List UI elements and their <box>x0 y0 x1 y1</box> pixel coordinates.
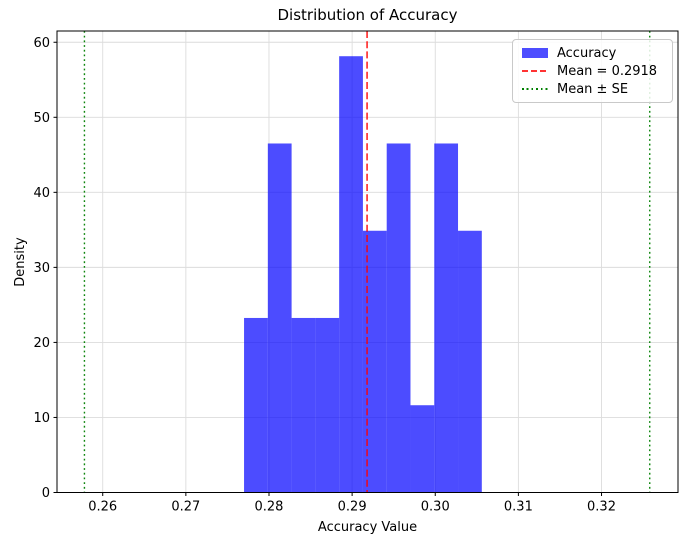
legend-item-mean: Mean = 0.2918 <box>522 65 663 78</box>
histogram-bar <box>267 143 292 493</box>
y-tick-label: 30 <box>33 261 50 276</box>
y-tick-label: 10 <box>33 411 50 426</box>
x-tick-label: 0.30 <box>421 500 450 515</box>
plot-border <box>56 30 679 493</box>
y-axis-label: Density <box>13 237 28 287</box>
stat-lines <box>83 31 651 493</box>
legend-label-mean: Mean = 0.2918 <box>557 63 658 79</box>
x-axis-label: Accuracy Value <box>318 520 417 535</box>
legend-label-se: Mean ± SE <box>557 81 629 97</box>
legend-label-accuracy: Accuracy <box>557 45 617 61</box>
histogram-bar <box>434 143 459 493</box>
legend: Accuracy Mean = 0.2918 Mean ± SE <box>512 39 673 103</box>
legend-item-se: Mean ± SE <box>522 83 663 96</box>
histogram-bar <box>410 405 435 493</box>
histogram-bar <box>362 230 387 493</box>
histogram-bars <box>244 56 482 493</box>
y-tick-label: 0 <box>42 486 50 501</box>
histogram-bar <box>386 143 411 493</box>
mean-dashed-line-swatch <box>522 70 548 72</box>
se-dotted-line-swatch <box>522 88 548 90</box>
histogram-bar <box>339 56 363 493</box>
x-tick-label: 0.27 <box>171 500 200 515</box>
histogram-bar <box>244 317 268 493</box>
accuracy-patch-swatch <box>522 48 548 58</box>
histogram-bar <box>458 230 482 493</box>
x-tick-label: 0.29 <box>338 500 367 515</box>
x-tick-label: 0.28 <box>255 500 284 515</box>
y-tick-label: 20 <box>33 336 50 351</box>
histogram-bar <box>291 317 316 493</box>
legend-item-accuracy: Accuracy <box>522 47 663 60</box>
y-tick-label: 60 <box>33 36 50 51</box>
chart-title: Distribution of Accuracy <box>278 6 458 24</box>
y-tick-label: 40 <box>33 186 50 201</box>
x-tick-label: 0.31 <box>504 500 533 515</box>
axes: 0.26 0.27 0.28 0.29 0.30 0.31 0.32 0 10 20 30 40 50 6… <box>33 30 679 515</box>
histogram-bar <box>315 317 340 493</box>
x-tick-label: 0.32 <box>587 500 616 515</box>
x-tick-label: 0.26 <box>88 500 117 515</box>
y-tick-label: 50 <box>33 111 50 126</box>
